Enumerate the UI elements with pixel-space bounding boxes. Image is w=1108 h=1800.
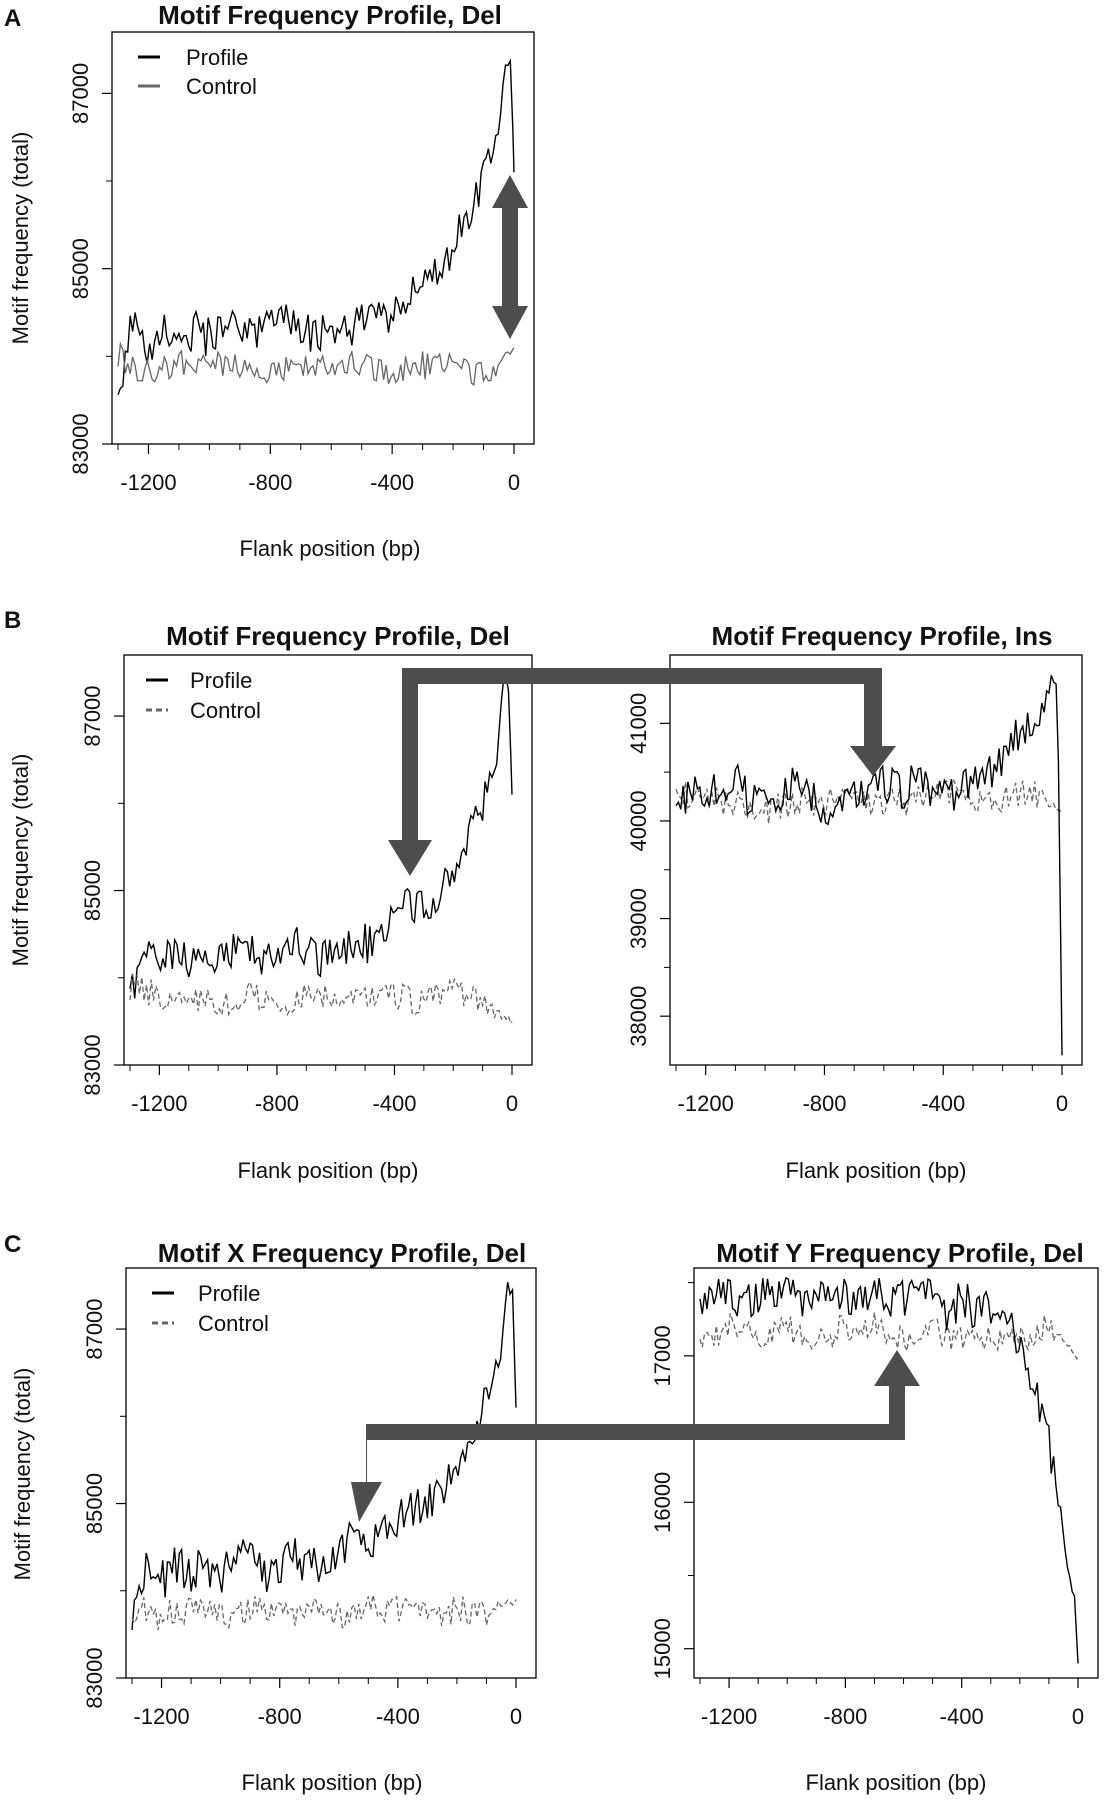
y-tick-label: 16000 <box>650 1472 675 1533</box>
legend: Profile Control <box>138 45 257 99</box>
y-axis-label: Motif frequency (total) <box>10 1368 35 1581</box>
x-tick-label: 0 <box>508 470 520 495</box>
legend-profile-label: Profile <box>190 668 252 693</box>
chart-title: Motif Frequency Profile, Del <box>158 0 502 30</box>
x-axis-label: Flank position (bp) <box>240 536 421 561</box>
x-tick-label: -400 <box>940 1704 984 1729</box>
x-tick-label: -800 <box>802 1091 846 1116</box>
chart-title: Motif Frequency Profile, Ins <box>712 621 1053 651</box>
chart-c-motif-x: Motif X Frequency Profile, Del Flank pos… <box>10 1238 537 1795</box>
y-tick-label: 39000 <box>626 888 651 949</box>
profile-series-line <box>129 674 513 999</box>
x-tick-label: -800 <box>248 470 292 495</box>
control-series-line <box>675 778 1063 824</box>
x-tick-label: -400 <box>921 1091 965 1116</box>
y-tick-label: 41000 <box>626 693 651 754</box>
plot-frame <box>693 1267 1099 1679</box>
x-tick-label: -1200 <box>678 1091 734 1116</box>
y-tick-label: 83000 <box>82 1647 107 1708</box>
panel-label-a: A <box>4 5 21 32</box>
panel-label-b: B <box>4 607 21 634</box>
y-tick-label: 40000 <box>626 790 651 851</box>
control-series-line <box>117 341 515 387</box>
x-tick-label: -1200 <box>120 470 176 495</box>
chart-title: Motif Y Frequency Profile, Del <box>716 1238 1083 1268</box>
plot-frame <box>123 654 533 1066</box>
y-tick-label: 85000 <box>82 1473 107 1534</box>
y-tick-label: 83000 <box>80 1034 105 1095</box>
chart-c-motif-y: Motif Y Frequency Profile, Del Flank pos… <box>650 1238 1099 1795</box>
x-tick-label: -1200 <box>701 1704 757 1729</box>
x-tick-label: 0 <box>1072 1704 1084 1729</box>
control-series-line <box>131 1594 517 1631</box>
profile-series-line <box>117 58 515 395</box>
plot-frame <box>111 31 535 445</box>
control-series-line <box>699 1312 1079 1361</box>
chart-b-ins: Motif Frequency Profile, Ins Flank posit… <box>626 621 1083 1183</box>
y-tick-label: 85000 <box>80 860 105 921</box>
y-tick-label: 85000 <box>68 238 93 299</box>
x-tick-label: 0 <box>1056 1091 1068 1116</box>
y-axis-label: Motif frequency (total) <box>8 754 33 967</box>
x-axis-label: Flank position (bp) <box>242 1770 423 1795</box>
x-tick-label: -800 <box>258 1704 302 1729</box>
y-tick-label: 83000 <box>68 413 93 474</box>
legend: Profile Control <box>146 668 261 723</box>
x-tick-label: -800 <box>255 1091 299 1116</box>
chart-b-del: Motif Frequency Profile, Del Flank posit… <box>8 621 533 1183</box>
legend-control-label: Control <box>186 74 257 99</box>
x-tick-label: -400 <box>370 470 414 495</box>
x-tick-label: 0 <box>510 1704 522 1729</box>
y-tick-label: 15000 <box>650 1618 675 1679</box>
control-series-line <box>129 973 513 1025</box>
profile-series-line <box>675 675 1063 1056</box>
y-tick-label: 87000 <box>80 685 105 746</box>
legend: Profile Control <box>152 1281 269 1336</box>
legend-profile-label: Profile <box>186 45 248 70</box>
x-axis-label: Flank position (bp) <box>786 1158 967 1183</box>
y-tick-label: 17000 <box>650 1325 675 1386</box>
plot-frame <box>669 654 1083 1066</box>
x-axis-label: Flank position (bp) <box>806 1770 987 1795</box>
chart-a-del: Motif Frequency Profile, Del Flank posit… <box>8 0 535 561</box>
legend-profile-label: Profile <box>198 1281 260 1306</box>
legend-control-label: Control <box>190 698 261 723</box>
plot-frame <box>125 1267 537 1679</box>
x-tick-label: -400 <box>372 1091 416 1116</box>
x-axis-label: Flank position (bp) <box>238 1158 419 1183</box>
chart-title: Motif Frequency Profile, Del <box>166 621 510 651</box>
x-tick-label: 0 <box>506 1091 518 1116</box>
y-tick-label: 38000 <box>626 986 651 1047</box>
x-tick-label: -1200 <box>133 1704 189 1729</box>
legend-control-label: Control <box>198 1311 269 1336</box>
profile-series-line <box>131 1282 517 1630</box>
panel-label-c: C <box>4 1231 21 1258</box>
y-axis-label: Motif frequency (total) <box>8 132 33 345</box>
connector-arrow-y-to-x <box>351 1350 920 1522</box>
chart-title: Motif X Frequency Profile, Del <box>158 1238 526 1268</box>
x-tick-label: -1200 <box>131 1091 187 1116</box>
profile-series-line <box>699 1276 1079 1664</box>
x-tick-label: -800 <box>823 1704 867 1729</box>
difference-double-arrow <box>492 175 528 339</box>
x-tick-label: -400 <box>376 1704 420 1729</box>
y-tick-label: 87000 <box>68 63 93 124</box>
y-tick-label: 87000 <box>82 1298 107 1359</box>
